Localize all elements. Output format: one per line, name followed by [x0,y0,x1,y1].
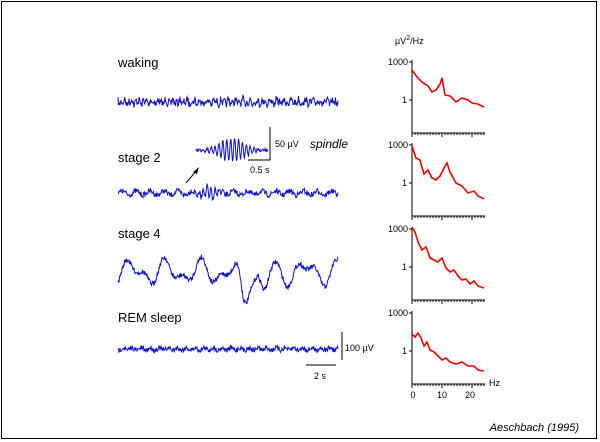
label-stage-2: stage 2 [118,150,161,165]
spectrum-y-tick-label-1000: 1000 [388,308,408,318]
label-rem-sleep: REM sleep [118,310,182,325]
spectrum-curve [411,331,485,372]
eeg-trace-spindle [195,138,269,162]
eeg-trace-stage-2 [117,183,339,201]
spectrum-y-tick-label-1: 1 [402,346,407,356]
spectrum-panel-stage-4: 1000 1 [388,224,485,304]
spectra-unit-label: µV2/Hz [395,35,424,46]
spectrum-y-tick-label-1000: 1000 [388,140,408,150]
spectrum-curve [411,145,485,200]
spectrum-y-tick-label-1: 1 [402,262,407,272]
spectrum-curve [411,226,485,289]
eeg-trace-rem [117,344,339,354]
spectra-x-unit: Hz [489,378,500,388]
spindle-label: spindle [310,137,348,151]
eeg-trace-stage-4 [117,254,339,305]
spectrum-panel-waking: 1000 1 [388,57,485,137]
eeg-time-label: 2 s [314,371,327,381]
spectrum-y-tick-label-1: 1 [402,178,407,188]
eeg-trace-waking [117,93,339,109]
spectrum-y-tick-label-1000: 1000 [388,57,408,67]
spectra-x-tick-10: 10 [437,390,447,400]
spectrum-y-tick-label-1000: 1000 [388,224,408,234]
spindle-amplitude-label: 50 µV [275,139,299,149]
spectra-x-tick-20: 20 [465,390,475,400]
arrow-head-icon [193,167,199,174]
citation: Aeschbach (1995) [489,422,580,434]
label-stage-4: stage 4 [118,226,161,241]
spectrum-panel-stage-2: 1000 1 [388,140,485,220]
label-waking: waking [117,55,158,70]
spectra-x-tick-0: 0 [410,390,415,400]
spindle-time-label: 0.5 s [250,165,270,175]
spectrum-y-tick-label-1: 1 [402,95,407,105]
spectrum-curve [411,69,485,108]
spectrum-panel-rem: 1000 1 [388,308,485,388]
eeg-amplitude-label: 100 µV [345,343,374,353]
